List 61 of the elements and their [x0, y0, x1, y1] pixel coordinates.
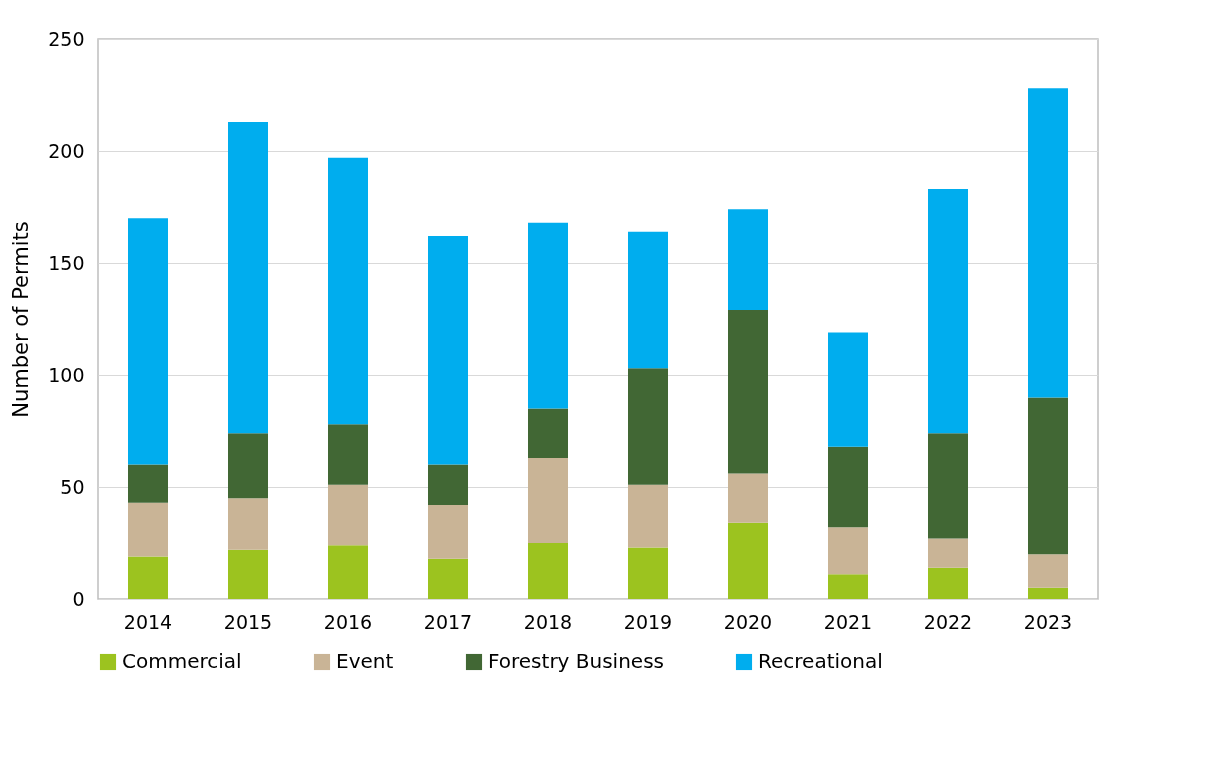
bar	[528, 457, 568, 543]
bar	[228, 498, 268, 550]
legend-label: Forestry Business	[488, 649, 664, 673]
bar	[628, 368, 668, 485]
bar	[728, 473, 768, 523]
x-tick-label: 2021	[823, 610, 873, 633]
bar	[1028, 587, 1068, 599]
bar	[628, 547, 668, 599]
bar	[928, 433, 968, 539]
bar	[1028, 397, 1068, 555]
bar	[228, 433, 268, 499]
x-tick-label: 2014	[123, 610, 173, 633]
x-tick-label: 2018	[523, 610, 573, 633]
bar	[1028, 88, 1068, 398]
y-axis-title: Number of Permits	[9, 221, 34, 418]
bar	[328, 424, 368, 485]
bar	[328, 484, 368, 546]
bar	[128, 556, 168, 599]
bar	[828, 332, 868, 447]
bar	[228, 549, 268, 599]
y-tick-label: 250	[48, 27, 85, 50]
x-tick-label: 2017	[423, 610, 473, 633]
bar	[928, 567, 968, 599]
bar	[228, 121, 268, 434]
x-tick-label: 2023	[1023, 610, 1073, 633]
bar	[428, 464, 468, 505]
bar	[928, 538, 968, 568]
bar	[428, 558, 468, 599]
bar	[1028, 554, 1068, 588]
bar	[628, 484, 668, 548]
bar	[928, 189, 968, 434]
y-tick-label: 50	[60, 475, 85, 498]
bar	[428, 504, 468, 559]
legend-label: Event	[336, 649, 394, 673]
bar	[828, 446, 868, 528]
bar	[628, 231, 668, 369]
legend-label: Recreational	[758, 649, 883, 673]
bar	[728, 209, 768, 311]
y-tick-label: 100	[48, 363, 85, 386]
y-tick-label: 200	[48, 139, 85, 162]
x-tick-label: 2015	[223, 610, 273, 633]
bar	[128, 218, 168, 465]
y-tick-label: 150	[48, 251, 85, 274]
bar	[728, 522, 768, 599]
x-tick-label: 2020	[723, 610, 773, 633]
bar	[328, 157, 368, 425]
x-tick-label: 2019	[623, 610, 673, 633]
bar	[528, 222, 568, 409]
bar	[328, 545, 368, 599]
bar	[828, 574, 868, 599]
legend-label: Commercial	[122, 649, 242, 673]
bar	[528, 408, 568, 458]
bar	[428, 236, 468, 465]
y-tick-label: 0	[72, 587, 85, 610]
bar	[128, 502, 168, 557]
bar	[528, 543, 568, 599]
bar	[828, 527, 868, 575]
x-tick-label: 2016	[323, 610, 373, 633]
x-tick-label: 2022	[923, 610, 973, 633]
bar	[128, 464, 168, 503]
bar	[728, 310, 768, 474]
